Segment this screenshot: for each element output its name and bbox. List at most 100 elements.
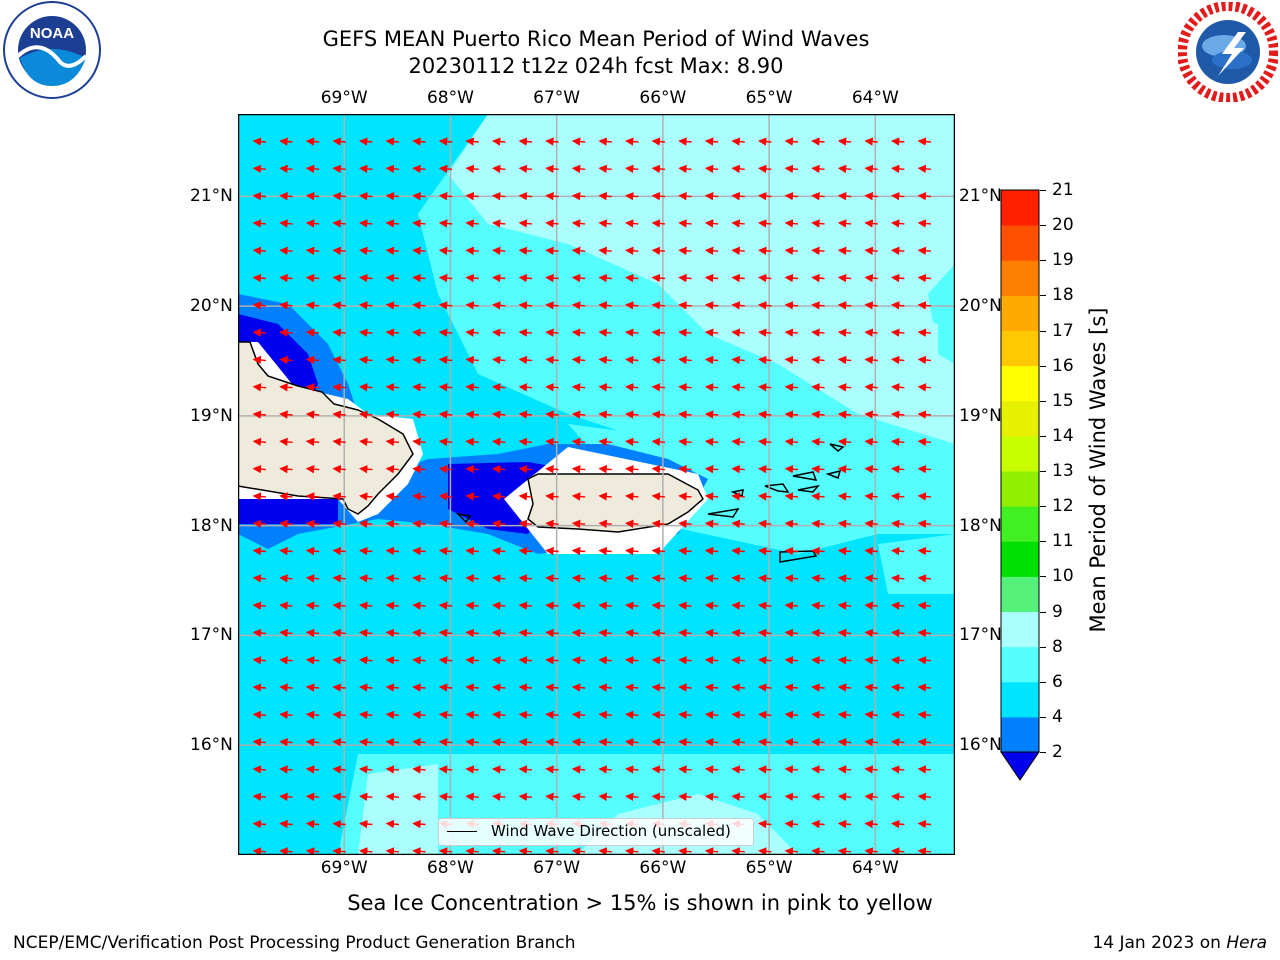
wave-arrow <box>359 219 373 228</box>
longitude-label: 66°W <box>639 88 687 108</box>
wave-arrow <box>518 519 533 528</box>
wave-arrow <box>571 273 586 283</box>
wave-arrow <box>279 355 293 365</box>
wave-arrow <box>385 519 400 528</box>
wave-arrow <box>465 328 479 337</box>
wave-arrow <box>438 410 453 419</box>
wave-arrow <box>332 792 346 801</box>
date-text: 14 Jan 2023 on <box>1092 933 1227 953</box>
wave-arrow <box>784 273 799 283</box>
wave-arrow <box>864 191 878 201</box>
wave-arrow <box>252 683 267 692</box>
colorbar-band <box>1001 541 1039 577</box>
wave-arrow <box>704 410 719 419</box>
colorbar-tick-mark <box>1040 646 1046 648</box>
wave-arrow <box>758 164 772 174</box>
wave-arrow <box>438 683 453 692</box>
wave-arrow <box>545 628 559 638</box>
wave-arrow <box>704 847 719 856</box>
wave-arrow <box>784 710 799 720</box>
wave-arrow <box>492 383 506 392</box>
longitude-label: 66°W <box>639 858 687 878</box>
wave-arrow <box>837 328 852 337</box>
wave-arrow <box>784 437 799 447</box>
wave-arrow <box>864 847 878 856</box>
wave-arrow <box>465 737 479 747</box>
wave-arrow <box>518 464 533 474</box>
wave-arrow <box>917 383 932 392</box>
wave-arrow <box>837 819 852 829</box>
wave-arrow <box>678 601 692 610</box>
wave-arrow <box>598 164 612 174</box>
longitude-label: 67°W <box>533 858 581 878</box>
wave-arrow <box>864 410 878 419</box>
wave-arrow <box>359 246 373 255</box>
wave-arrow <box>332 519 346 528</box>
wave-arrow <box>731 328 745 337</box>
wave-arrow <box>305 355 320 365</box>
wave-arrow <box>598 273 612 283</box>
wave-arrow <box>492 437 506 447</box>
wave-arrow <box>492 191 506 201</box>
latitude-label: 16°N <box>959 735 1002 756</box>
wave-arrow <box>252 246 267 255</box>
wave-arrow <box>359 519 373 528</box>
wave-arrow <box>438 301 453 310</box>
wave-arrow <box>545 765 559 774</box>
wave-arrow <box>359 792 373 801</box>
wave-arrow <box>864 765 878 774</box>
wave-arrow <box>625 492 639 501</box>
wave-arrow <box>412 737 426 747</box>
wave-arrow <box>864 273 878 283</box>
wave-arrow <box>678 301 692 310</box>
colorbar-tick-mark <box>1040 471 1046 472</box>
latitude-label: 20°N <box>190 296 233 317</box>
wave-arrow <box>412 191 426 201</box>
wave-arrow <box>731 656 745 665</box>
wave-arrow <box>704 601 719 610</box>
wave-arrow <box>598 519 612 528</box>
wave-arrow <box>678 410 692 419</box>
wave-arrow <box>279 601 293 610</box>
wave-arrow <box>917 683 932 692</box>
wave-arrow <box>438 164 453 174</box>
wave-arrow <box>731 273 745 283</box>
wave-arrow <box>598 710 612 720</box>
wave-arrow <box>837 519 852 528</box>
wave-arrow <box>811 273 825 283</box>
wave-arrow <box>917 656 932 665</box>
map-canvas <box>237 113 956 856</box>
wave-arrow <box>784 847 799 856</box>
wave-arrow <box>305 301 320 310</box>
wave-arrow <box>864 355 878 365</box>
wave-arrow <box>651 628 666 638</box>
map-legend: Wind Wave Direction (unscaled) <box>438 818 754 846</box>
wave-arrow <box>731 191 745 201</box>
wave-arrow <box>731 792 745 801</box>
wave-arrow <box>571 683 586 692</box>
wave-arrow <box>465 437 479 447</box>
wave-arrow <box>864 492 878 501</box>
wave-arrow <box>625 519 639 528</box>
wave-arrow <box>438 710 453 720</box>
wave-arrow <box>438 574 453 583</box>
wave-arrow <box>332 574 346 583</box>
wave-arrow <box>864 164 878 174</box>
wave-arrow <box>492 737 506 747</box>
wave-arrow <box>359 301 373 310</box>
date-stamp: 14 Jan 2023 on Hera <box>1092 933 1267 953</box>
wave-arrow <box>625 164 639 174</box>
wave-arrow <box>891 464 905 474</box>
colorbar-band <box>1001 225 1039 261</box>
wave-arrow <box>252 546 267 556</box>
wave-arrow <box>518 137 533 146</box>
wave-arrow <box>625 628 639 638</box>
wave-arrow <box>784 328 799 337</box>
wave-arrow <box>837 137 852 146</box>
colorbar-tick-label: 15 <box>1052 390 1074 411</box>
colorbar-band <box>1001 260 1039 296</box>
wave-arrow <box>864 464 878 474</box>
wave-arrow <box>651 737 666 747</box>
colorbar-tick-label: 11 <box>1052 531 1074 552</box>
wave-arrow <box>758 191 772 201</box>
